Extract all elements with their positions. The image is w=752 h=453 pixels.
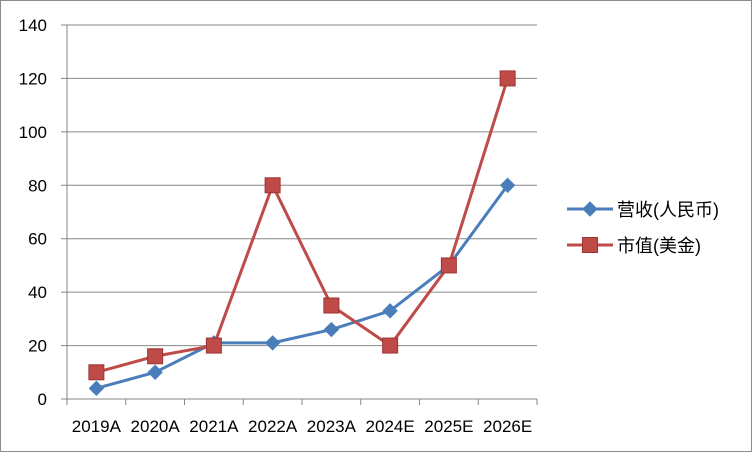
- y-tick-label: 40: [28, 283, 47, 302]
- legend-label: 营收(人民币): [617, 200, 719, 220]
- y-tick-label: 100: [19, 123, 47, 142]
- y-tick-label: 80: [28, 176, 47, 195]
- series-2: [88, 70, 516, 381]
- data-point: [499, 70, 516, 87]
- x-tick-label: 2020A: [131, 417, 181, 436]
- series-line: [95, 184, 509, 390]
- legend-label: 市值(美金): [617, 236, 701, 256]
- x-tick-label: 2023A: [307, 417, 357, 436]
- data-point: [499, 177, 516, 193]
- y-tick-label: 120: [19, 69, 47, 88]
- legend-item: 市值(美金): [567, 236, 701, 256]
- data-point: [264, 177, 281, 194]
- data-point: [264, 335, 281, 351]
- data-point: [88, 380, 105, 397]
- data-point: [440, 257, 457, 274]
- data-point: [147, 364, 163, 380]
- grid-lines: [67, 24, 537, 347]
- x-tick-label: 2026E: [483, 417, 532, 436]
- legend-marker: [582, 201, 598, 217]
- axes: [61, 24, 538, 405]
- x-tick-label: 2019A: [72, 417, 122, 436]
- y-tick-labels: 0 20 40 60 80 100 120 140: [19, 16, 47, 409]
- series-1: [88, 177, 516, 397]
- data-point: [88, 364, 105, 381]
- data-point: [382, 303, 398, 319]
- series-lines: [88, 70, 516, 397]
- legend-marker: [582, 237, 598, 253]
- y-tick-label: 0: [38, 390, 47, 409]
- x-tick-labels: 2019A 2020A 2021A 2022A 2023A 2024E 2025E 2026E: [72, 417, 532, 436]
- series-line: [95, 77, 510, 374]
- data-point: [205, 337, 222, 354]
- legend: 营收(人民币) 市值(美金): [567, 200, 719, 256]
- y-tick-label: 60: [28, 230, 47, 249]
- data-point: [147, 348, 164, 365]
- x-tick-label: 2024E: [366, 417, 415, 436]
- x-tick-label: 2022A: [248, 417, 298, 436]
- x-tick-label: 2025E: [424, 417, 473, 436]
- data-point: [323, 321, 340, 338]
- y-tick-label: 140: [19, 16, 47, 35]
- y-tick-label: 20: [28, 337, 47, 356]
- data-point: [382, 337, 399, 354]
- data-point: [323, 297, 340, 314]
- legend-item: 营收(人民币): [567, 200, 719, 220]
- x-tick-label: 2021A: [189, 417, 239, 436]
